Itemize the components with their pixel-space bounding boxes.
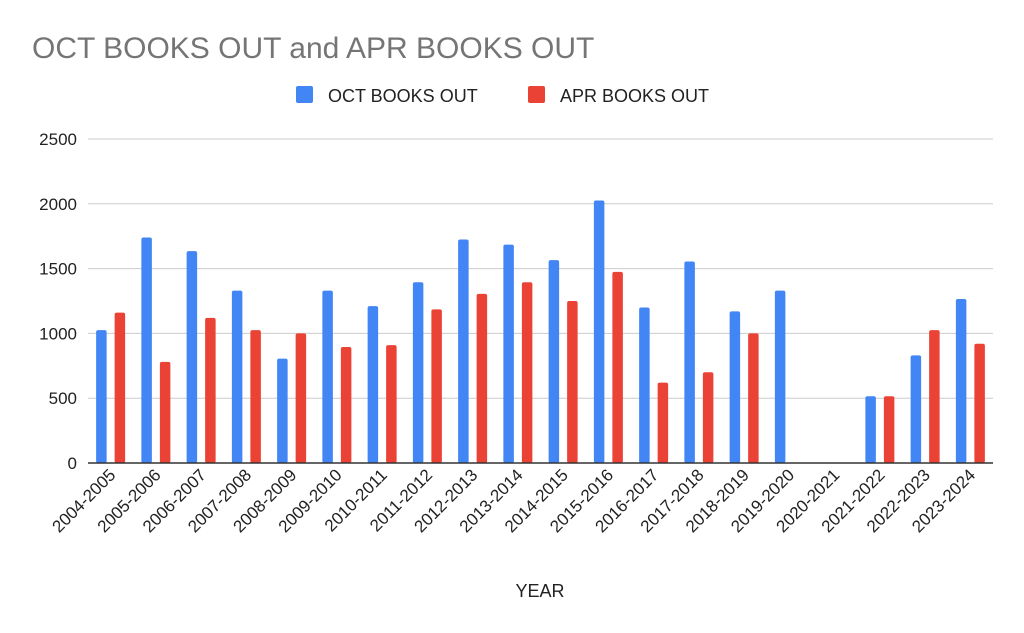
bar-oct bbox=[774, 290, 786, 463]
bar-oct bbox=[729, 311, 741, 463]
bar-apr bbox=[929, 330, 940, 463]
bar-oct bbox=[96, 330, 107, 463]
bar-apr bbox=[974, 343, 985, 463]
bar-oct bbox=[639, 307, 650, 463]
bar-apr bbox=[883, 396, 895, 463]
bar-oct bbox=[865, 396, 876, 463]
bars bbox=[96, 200, 985, 463]
x-axis-title: YEAR bbox=[515, 581, 564, 601]
bar-apr bbox=[748, 333, 759, 463]
bar-oct bbox=[910, 355, 922, 463]
bar-apr bbox=[340, 347, 352, 463]
y-tick-label: 1500 bbox=[39, 260, 77, 279]
bar-apr bbox=[159, 361, 171, 463]
bar-oct bbox=[186, 251, 198, 463]
bar-apr bbox=[476, 293, 488, 463]
legend-swatch-apr bbox=[528, 86, 545, 103]
bar-oct bbox=[593, 200, 605, 463]
y-tick-label: 500 bbox=[49, 389, 77, 408]
bar-oct bbox=[548, 260, 560, 463]
legend-swatch-oct bbox=[296, 86, 313, 103]
bar-apr bbox=[702, 372, 714, 463]
y-tick-label: 1000 bbox=[39, 324, 77, 343]
y-tick-label: 2500 bbox=[39, 130, 77, 149]
bar-oct bbox=[684, 261, 695, 463]
bar-oct bbox=[412, 282, 424, 463]
bar-oct bbox=[367, 306, 379, 463]
bar-apr bbox=[250, 330, 261, 463]
bar-apr bbox=[205, 317, 216, 463]
bar-apr bbox=[431, 309, 442, 463]
bar-oct bbox=[955, 299, 967, 463]
y-tick-label: 2000 bbox=[39, 195, 77, 214]
bar-apr bbox=[386, 345, 397, 463]
chart-title: OCT BOOKS OUT and APR BOOKS OUT bbox=[32, 32, 594, 65]
bar-apr bbox=[114, 312, 126, 463]
legend: OCT BOOKS OUT APR BOOKS OUT bbox=[296, 86, 709, 106]
bar-oct bbox=[141, 237, 152, 463]
bar-apr bbox=[295, 333, 307, 463]
y-axis-ticks: 0 500 1000 1500 2000 2500 bbox=[39, 130, 77, 473]
bar-apr bbox=[567, 301, 578, 463]
bar-oct bbox=[322, 290, 333, 463]
bar-apr bbox=[521, 282, 533, 463]
bar-oct bbox=[458, 239, 469, 463]
x-axis-ticks: 2004-20052005-20062006-20072007-20082008… bbox=[49, 465, 980, 536]
legend-label-apr: APR BOOKS OUT bbox=[560, 86, 709, 106]
legend-label-oct: OCT BOOKS OUT bbox=[328, 86, 478, 106]
y-tick-label: 0 bbox=[68, 454, 77, 473]
gridlines bbox=[88, 138, 993, 399]
bar-apr bbox=[657, 382, 669, 463]
bar-oct bbox=[277, 358, 288, 463]
bar-oct bbox=[231, 290, 243, 463]
bar-oct bbox=[503, 244, 514, 463]
bar-apr bbox=[612, 271, 623, 463]
